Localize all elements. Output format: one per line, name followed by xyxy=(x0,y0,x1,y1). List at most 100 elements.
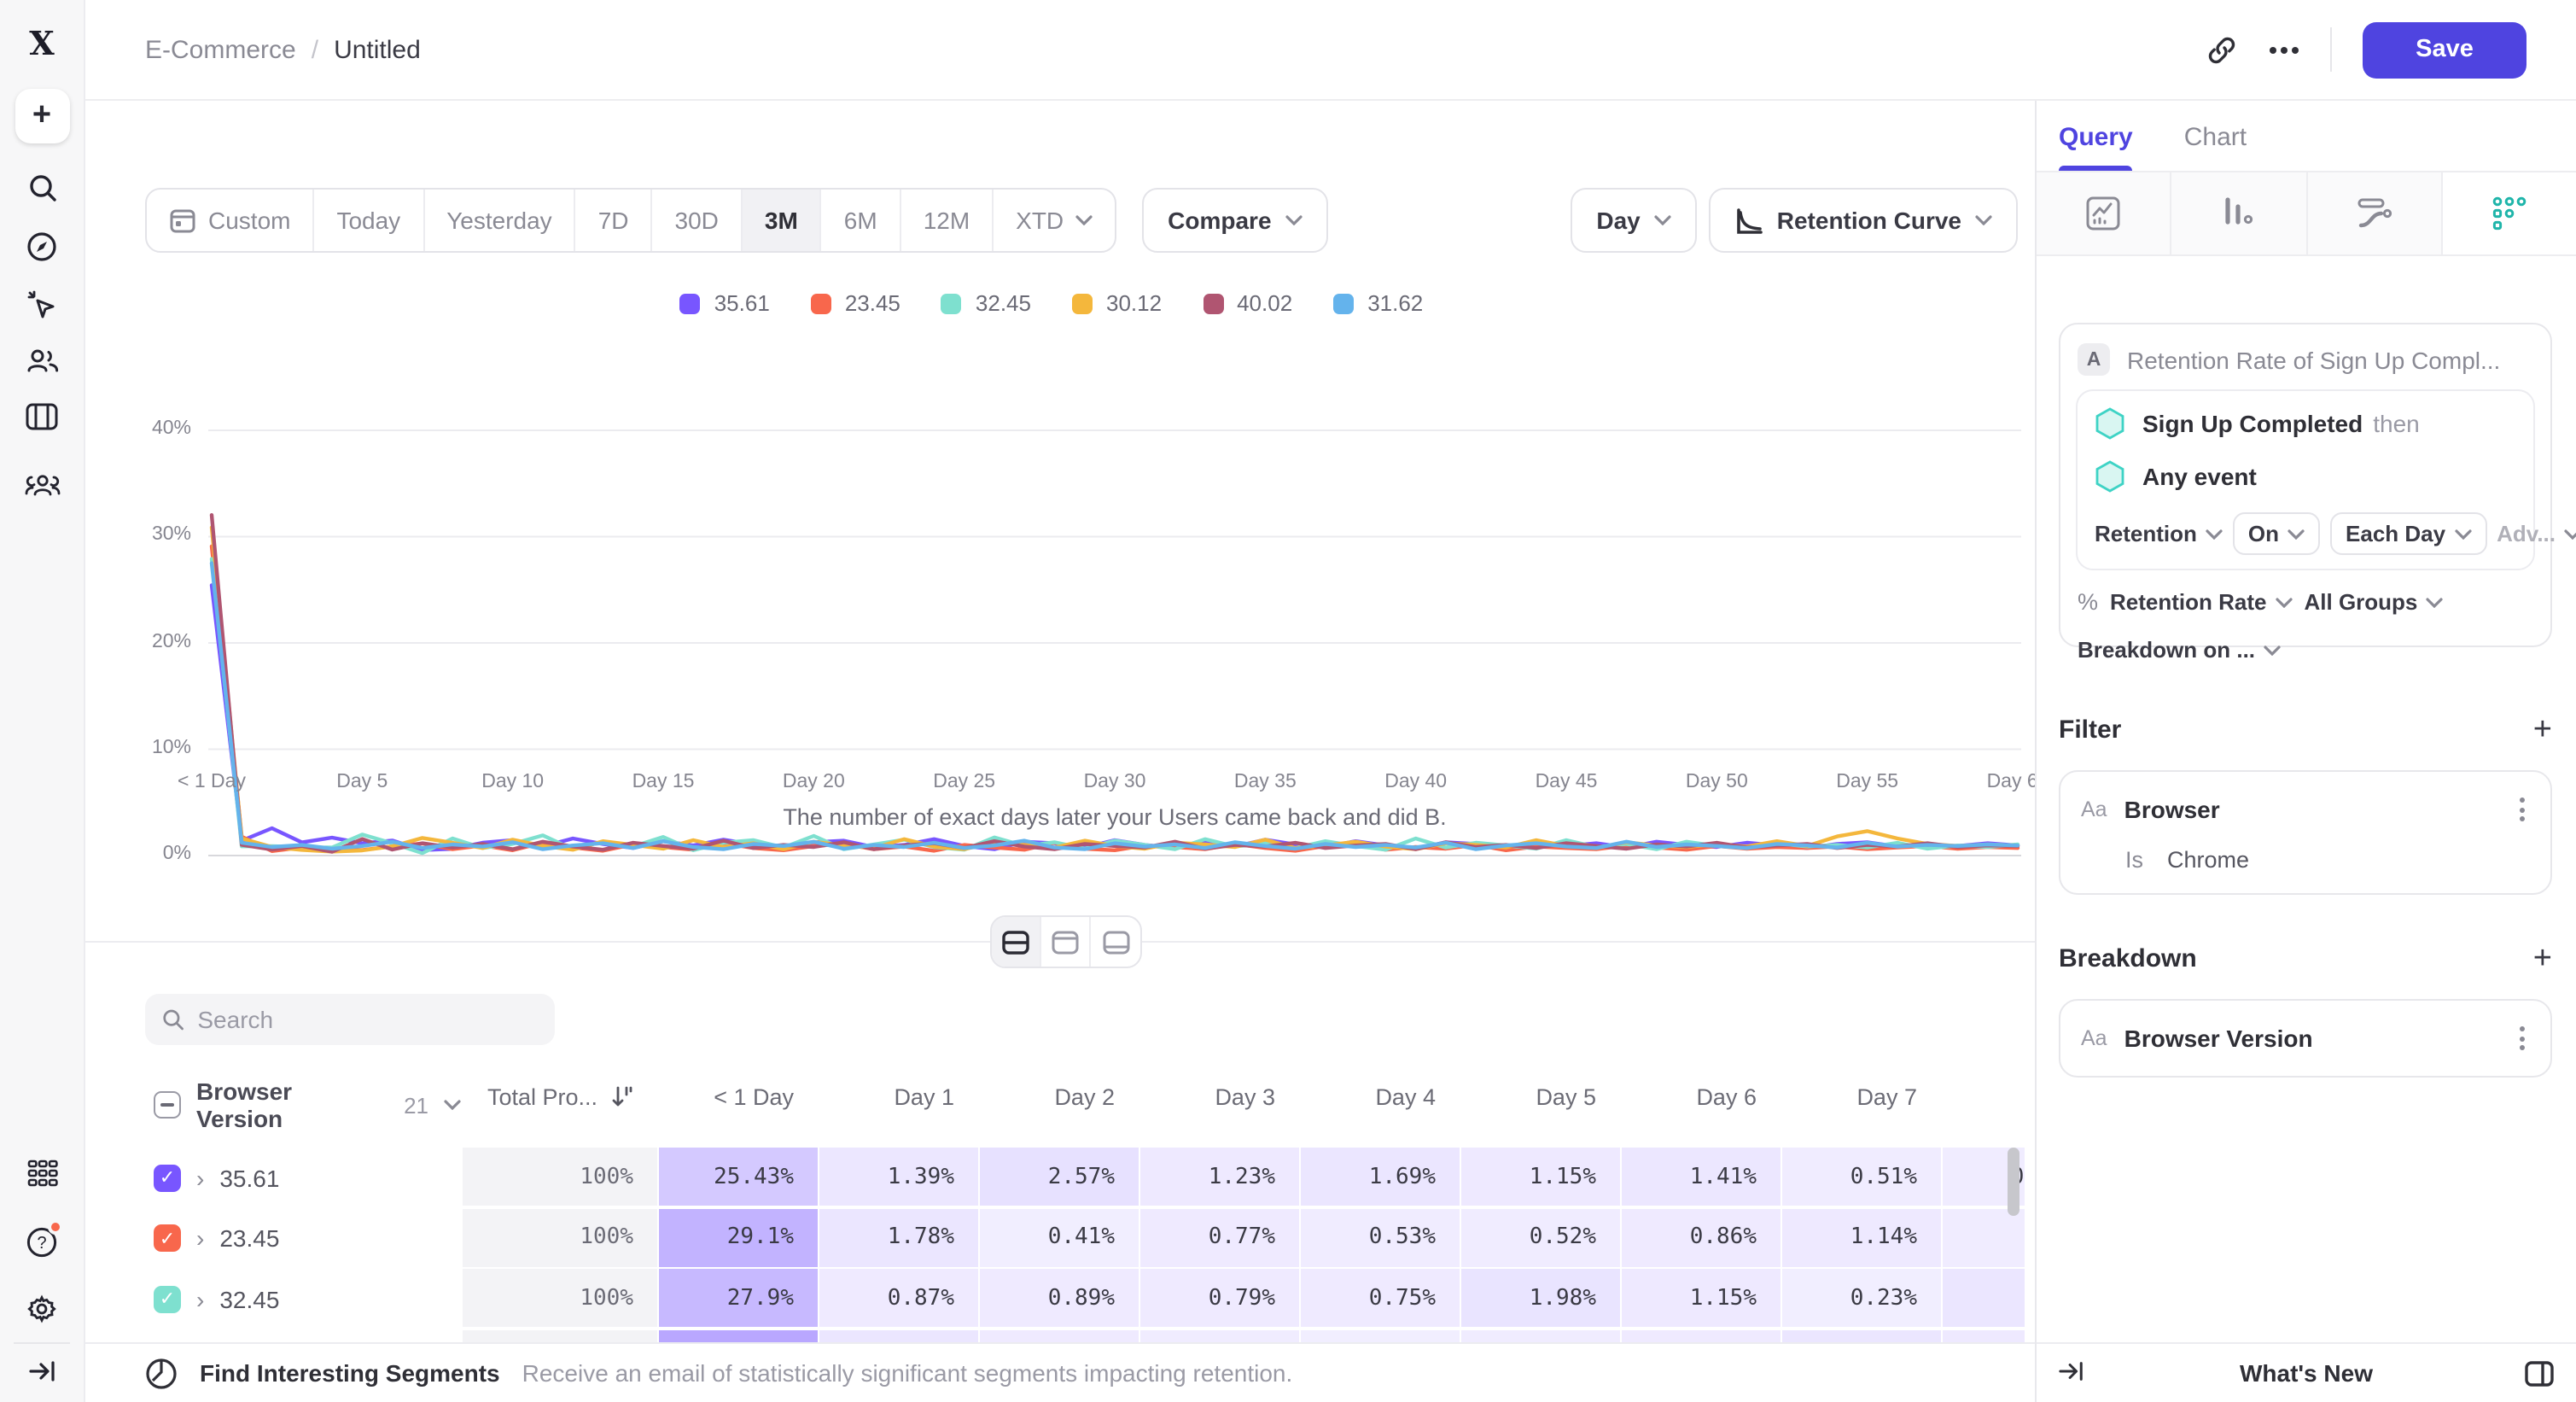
retention-cell[interactable]: 0.53% xyxy=(1299,1208,1460,1266)
select-all-checkbox[interactable] xyxy=(154,1091,181,1119)
save-button[interactable]: Save xyxy=(2363,21,2526,78)
panel-collapse-icon[interactable] xyxy=(2059,1359,2084,1387)
legend-item-35.61[interactable]: 35.61 xyxy=(679,290,770,316)
breadcrumb-project[interactable]: E-Commerce xyxy=(145,35,296,64)
retention-cell[interactable]: 0.89% xyxy=(978,1269,1139,1327)
retention-cell[interactable]: 1.98% xyxy=(1460,1269,1620,1327)
add-filter-button[interactable]: + xyxy=(2532,712,2552,748)
each-day-dropdown[interactable]: Each Day xyxy=(2330,512,2487,555)
row-checkbox[interactable]: ✓ xyxy=(154,1164,181,1191)
retention-cell[interactable]: 1.6% xyxy=(1941,1269,2025,1327)
metric-dropdown[interactable]: Retention Rate xyxy=(2110,589,2293,615)
chart-type-flows[interactable] xyxy=(2307,172,2443,254)
event-row-born[interactable]: Sign Up Completed then xyxy=(2095,406,2516,441)
day-column-header[interactable]: < 1 Day xyxy=(657,1067,818,1125)
date-range-3m[interactable]: 3M xyxy=(742,190,822,251)
breakdown-kebab-icon[interactable] xyxy=(2515,1021,2530,1055)
vertical-scrollbar[interactable] xyxy=(2008,1148,2019,1216)
breakdown-column-label[interactable]: Browser Version xyxy=(196,1078,293,1132)
cohorts-icon[interactable] xyxy=(13,456,71,514)
day-column-header[interactable]: Day 4 xyxy=(1299,1067,1460,1125)
search-icon[interactable] xyxy=(13,159,71,217)
retention-cell[interactable]: 25.43% xyxy=(657,1148,818,1206)
retention-type-dropdown[interactable]: Retention xyxy=(2095,521,2223,546)
retention-cell[interactable]: 0.52% xyxy=(1460,1208,1620,1266)
find-segments-button[interactable]: Find Interesting Segments xyxy=(200,1359,500,1387)
retention-cell[interactable]: 0.51% xyxy=(1780,1148,1941,1206)
retention-cell[interactable]: 27.9% xyxy=(657,1269,818,1327)
magic-select-icon[interactable] xyxy=(13,275,71,333)
day-column-header[interactable]: Day 3 xyxy=(1139,1067,1299,1125)
sidebar-collapse-icon[interactable] xyxy=(13,1342,71,1400)
view-toggle-split[interactable] xyxy=(992,917,1041,967)
advanced-dropdown[interactable]: Adv... xyxy=(2497,521,2576,546)
search-input[interactable] xyxy=(197,1006,538,1033)
filter-card[interactable]: Aa Browser Is Chrome xyxy=(2059,770,2552,895)
users-icon[interactable] xyxy=(13,331,71,389)
date-range-12m[interactable]: 12M xyxy=(901,190,994,251)
chart-type-button[interactable]: Retention Curve xyxy=(1708,188,2018,253)
apps-grid-icon[interactable] xyxy=(13,1144,71,1202)
retention-cell[interactable]: 1.78% xyxy=(818,1208,978,1266)
retention-cell[interactable]: 0.87% xyxy=(818,1269,978,1327)
groups-dropdown[interactable]: All Groups xyxy=(2305,589,2444,615)
boards-icon[interactable] xyxy=(13,388,71,446)
chart-type-retention[interactable] xyxy=(2442,172,2576,254)
legend-item-40.02[interactable]: 40.02 xyxy=(1203,290,1292,316)
date-range-custom[interactable]: Custom xyxy=(147,190,315,251)
filter-value[interactable]: Chrome xyxy=(2167,847,2250,873)
retention-cell[interactable]: 0.75% xyxy=(1299,1269,1460,1327)
breakdown-card[interactable]: Aa Browser Version xyxy=(2059,999,2552,1078)
breakdown-property[interactable]: Browser Version xyxy=(2124,1025,2313,1052)
date-range-6m[interactable]: 6M xyxy=(822,190,901,251)
settings-gear-icon[interactable] xyxy=(13,1279,71,1337)
retention-cell[interactable]: 1.15% xyxy=(1620,1269,1780,1327)
day-column-header[interactable]: Day 2 xyxy=(978,1067,1139,1125)
view-toggle-table[interactable] xyxy=(1091,917,1140,967)
copy-link-icon[interactable] xyxy=(2206,33,2238,66)
granularity-button[interactable]: Day xyxy=(1571,188,1697,253)
panel-tab-query[interactable]: Query xyxy=(2059,102,2134,171)
date-range-30d[interactable]: 30D xyxy=(653,190,743,251)
retention-cell[interactable]: 1.69% xyxy=(1299,1148,1460,1206)
chart-type-funnels[interactable] xyxy=(2171,172,2307,254)
date-range-today[interactable]: Today xyxy=(314,190,425,251)
row-expander-icon[interactable]: › xyxy=(196,1164,205,1191)
legend-item-32.45[interactable]: 32.45 xyxy=(941,290,1031,316)
compare-button[interactable]: Compare xyxy=(1142,188,1328,253)
retention-cell[interactable]: 0.23% xyxy=(1780,1269,1941,1327)
legend-item-30.12[interactable]: 30.12 xyxy=(1072,290,1162,316)
date-range-xtd[interactable]: XTD xyxy=(994,190,1115,251)
date-range-7d[interactable]: 7D xyxy=(576,190,653,251)
query-title-row[interactable]: A Retention Rate of Sign Up Compl... xyxy=(2060,324,2550,389)
breadcrumb-report-title[interactable]: Untitled xyxy=(334,35,421,64)
retention-cell[interactable]: 1.15% xyxy=(1460,1148,1620,1206)
panel-tab-chart[interactable]: Chart xyxy=(2183,122,2247,151)
retention-cell[interactable]: 0.86% xyxy=(1620,1208,1780,1266)
row-checkbox[interactable]: ✓ xyxy=(154,1224,181,1252)
filter-operator[interactable]: Is xyxy=(2125,847,2144,873)
filter-kebab-icon[interactable] xyxy=(2515,792,2530,827)
add-breakdown-button[interactable]: + xyxy=(2532,941,2552,977)
total-column-header[interactable]: Total Pro... xyxy=(461,1067,657,1125)
day-column-header[interactable]: Day 5 xyxy=(1460,1067,1620,1125)
event-row-return[interactable]: Any event xyxy=(2095,459,2516,494)
help-icon[interactable]: ? xyxy=(13,1212,71,1271)
day-column-header[interactable]: Day 6 xyxy=(1620,1067,1780,1125)
chart-type-insights[interactable] xyxy=(2037,172,2172,254)
more-options-icon[interactable] xyxy=(2269,45,2299,54)
filter-property[interactable]: Browser xyxy=(2124,796,2220,823)
retention-cell[interactable]: 0.6% xyxy=(1941,1208,2025,1266)
row-checkbox[interactable]: ✓ xyxy=(154,1285,181,1312)
row-expander-icon[interactable]: › xyxy=(196,1224,205,1252)
whats-new-link[interactable]: What's New xyxy=(2239,1359,2373,1387)
retention-cell[interactable]: 1.39% xyxy=(818,1148,978,1206)
retention-cell[interactable]: 1.14% xyxy=(1780,1208,1941,1266)
legend-item-31.62[interactable]: 31.62 xyxy=(1333,290,1423,316)
day-column-header[interactable]: Day 7 xyxy=(1780,1067,1941,1125)
create-new-button[interactable]: + xyxy=(15,89,69,143)
date-range-yesterday[interactable]: Yesterday xyxy=(424,190,576,251)
retention-cell[interactable]: 29.1% xyxy=(657,1208,818,1266)
view-toggle-chart[interactable] xyxy=(1041,917,1091,967)
panel-layout-icon[interactable] xyxy=(2525,1360,2554,1386)
